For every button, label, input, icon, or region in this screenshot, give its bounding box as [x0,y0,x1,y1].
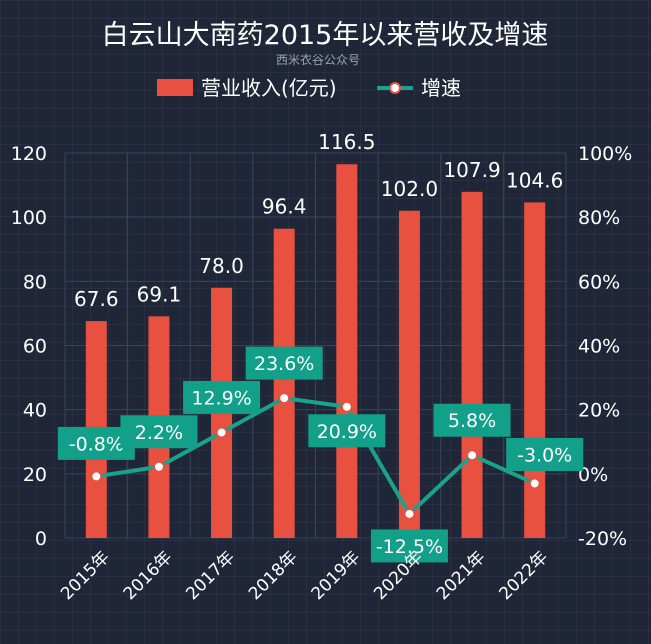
left-tick-label: 40 [23,400,47,422]
growth-value-label: 12.9% [191,387,251,409]
growth-label-box [433,403,511,437]
left-tick-label: 20 [23,464,47,486]
growth-value-label: -12.5% [376,536,443,558]
right-axis: -20% 0% 20% 40% 60% 80% 100% [578,143,632,550]
revenue-value-label: 107.9 [443,158,500,182]
category-label: 2017年 [182,547,239,604]
growth-line [96,396,536,516]
growth-label-box [308,414,386,448]
left-axis: 0 20 40 60 80 100 120 [11,143,47,550]
grid [64,152,567,539]
growth-point [340,400,353,413]
revenue-value-label: 69.1 [137,282,182,306]
right-tick-label: 40% [578,336,620,358]
legend: 营业收入(亿元) 增速 [157,76,461,100]
right-tick-label: 100% [578,143,632,165]
right-tick-label: 80% [578,207,620,229]
chart-subtitle: 西米衣谷公众号 [276,52,360,67]
revenue-bar [273,228,295,538]
growth-label-box [370,529,448,563]
growth-line-series [90,392,541,520]
growth-point [528,477,541,490]
left-tick-label: 0 [35,528,47,550]
revenue-value-label: 102.0 [381,177,438,201]
growth-point [466,449,479,462]
revenue-value-label: 78.0 [199,254,244,278]
right-tick-label: 60% [578,271,620,293]
left-tick-label: 100 [11,207,47,229]
growth-value-label: 2.2% [135,422,183,444]
growth-label-box [183,380,261,414]
revenue-value-label: 67.6 [74,287,119,311]
legend-bar-swatch [157,79,193,96]
right-tick-label: 0% [578,464,608,486]
revenue-value-label: 116.5 [318,130,375,154]
growth-point [403,507,416,520]
left-tick-label: 60 [23,336,47,358]
growth-point [152,460,165,473]
growth-point [278,392,291,405]
x-axis-labels: 2015年 2016年 2017年 2018年 2019年 2020年 2021年 2022年 [57,547,552,604]
growth-label-box [245,346,323,380]
growth-value-label: 5.8% [448,410,496,432]
legend-line-label: 增速 [421,76,461,100]
right-tick-label: -20% [578,528,627,550]
revenue-bar [461,191,483,538]
chart-title: 白云山大南药2015年以来营收及增速 [102,20,549,51]
growth-value-label: -3.0% [517,444,572,466]
category-label: 2018年 [245,547,302,604]
category-label: 2016年 [120,547,177,604]
left-tick-label: 80 [23,271,47,293]
category-label: 2015年 [57,547,114,604]
category-label: 2022年 [495,547,552,604]
revenue-value-label: 96.4 [262,195,307,219]
growth-value-label: 23.6% [254,353,314,375]
legend-bar-label: 营业收入(亿元) [201,76,337,100]
growth-label-box [506,437,584,471]
growth-value-labels: -0.8% 2.2% 12.9%23.6% 20.9% -12.5% 5.8% -3.0% [57,346,584,563]
growth-point [90,470,103,483]
growth-label-box [120,415,198,449]
category-label: 2019年 [308,547,365,604]
growth-value-label: -0.8% [69,433,124,455]
growth-point [215,426,228,439]
growth-value-label: 20.9% [317,421,377,443]
revenue-value-label: 104.6 [506,168,563,192]
revenue-bar [336,164,358,538]
legend-line-point [389,82,401,94]
left-tick-label: 120 [11,143,47,165]
revenue-bar [398,210,420,538]
right-tick-label: 20% [578,400,620,422]
